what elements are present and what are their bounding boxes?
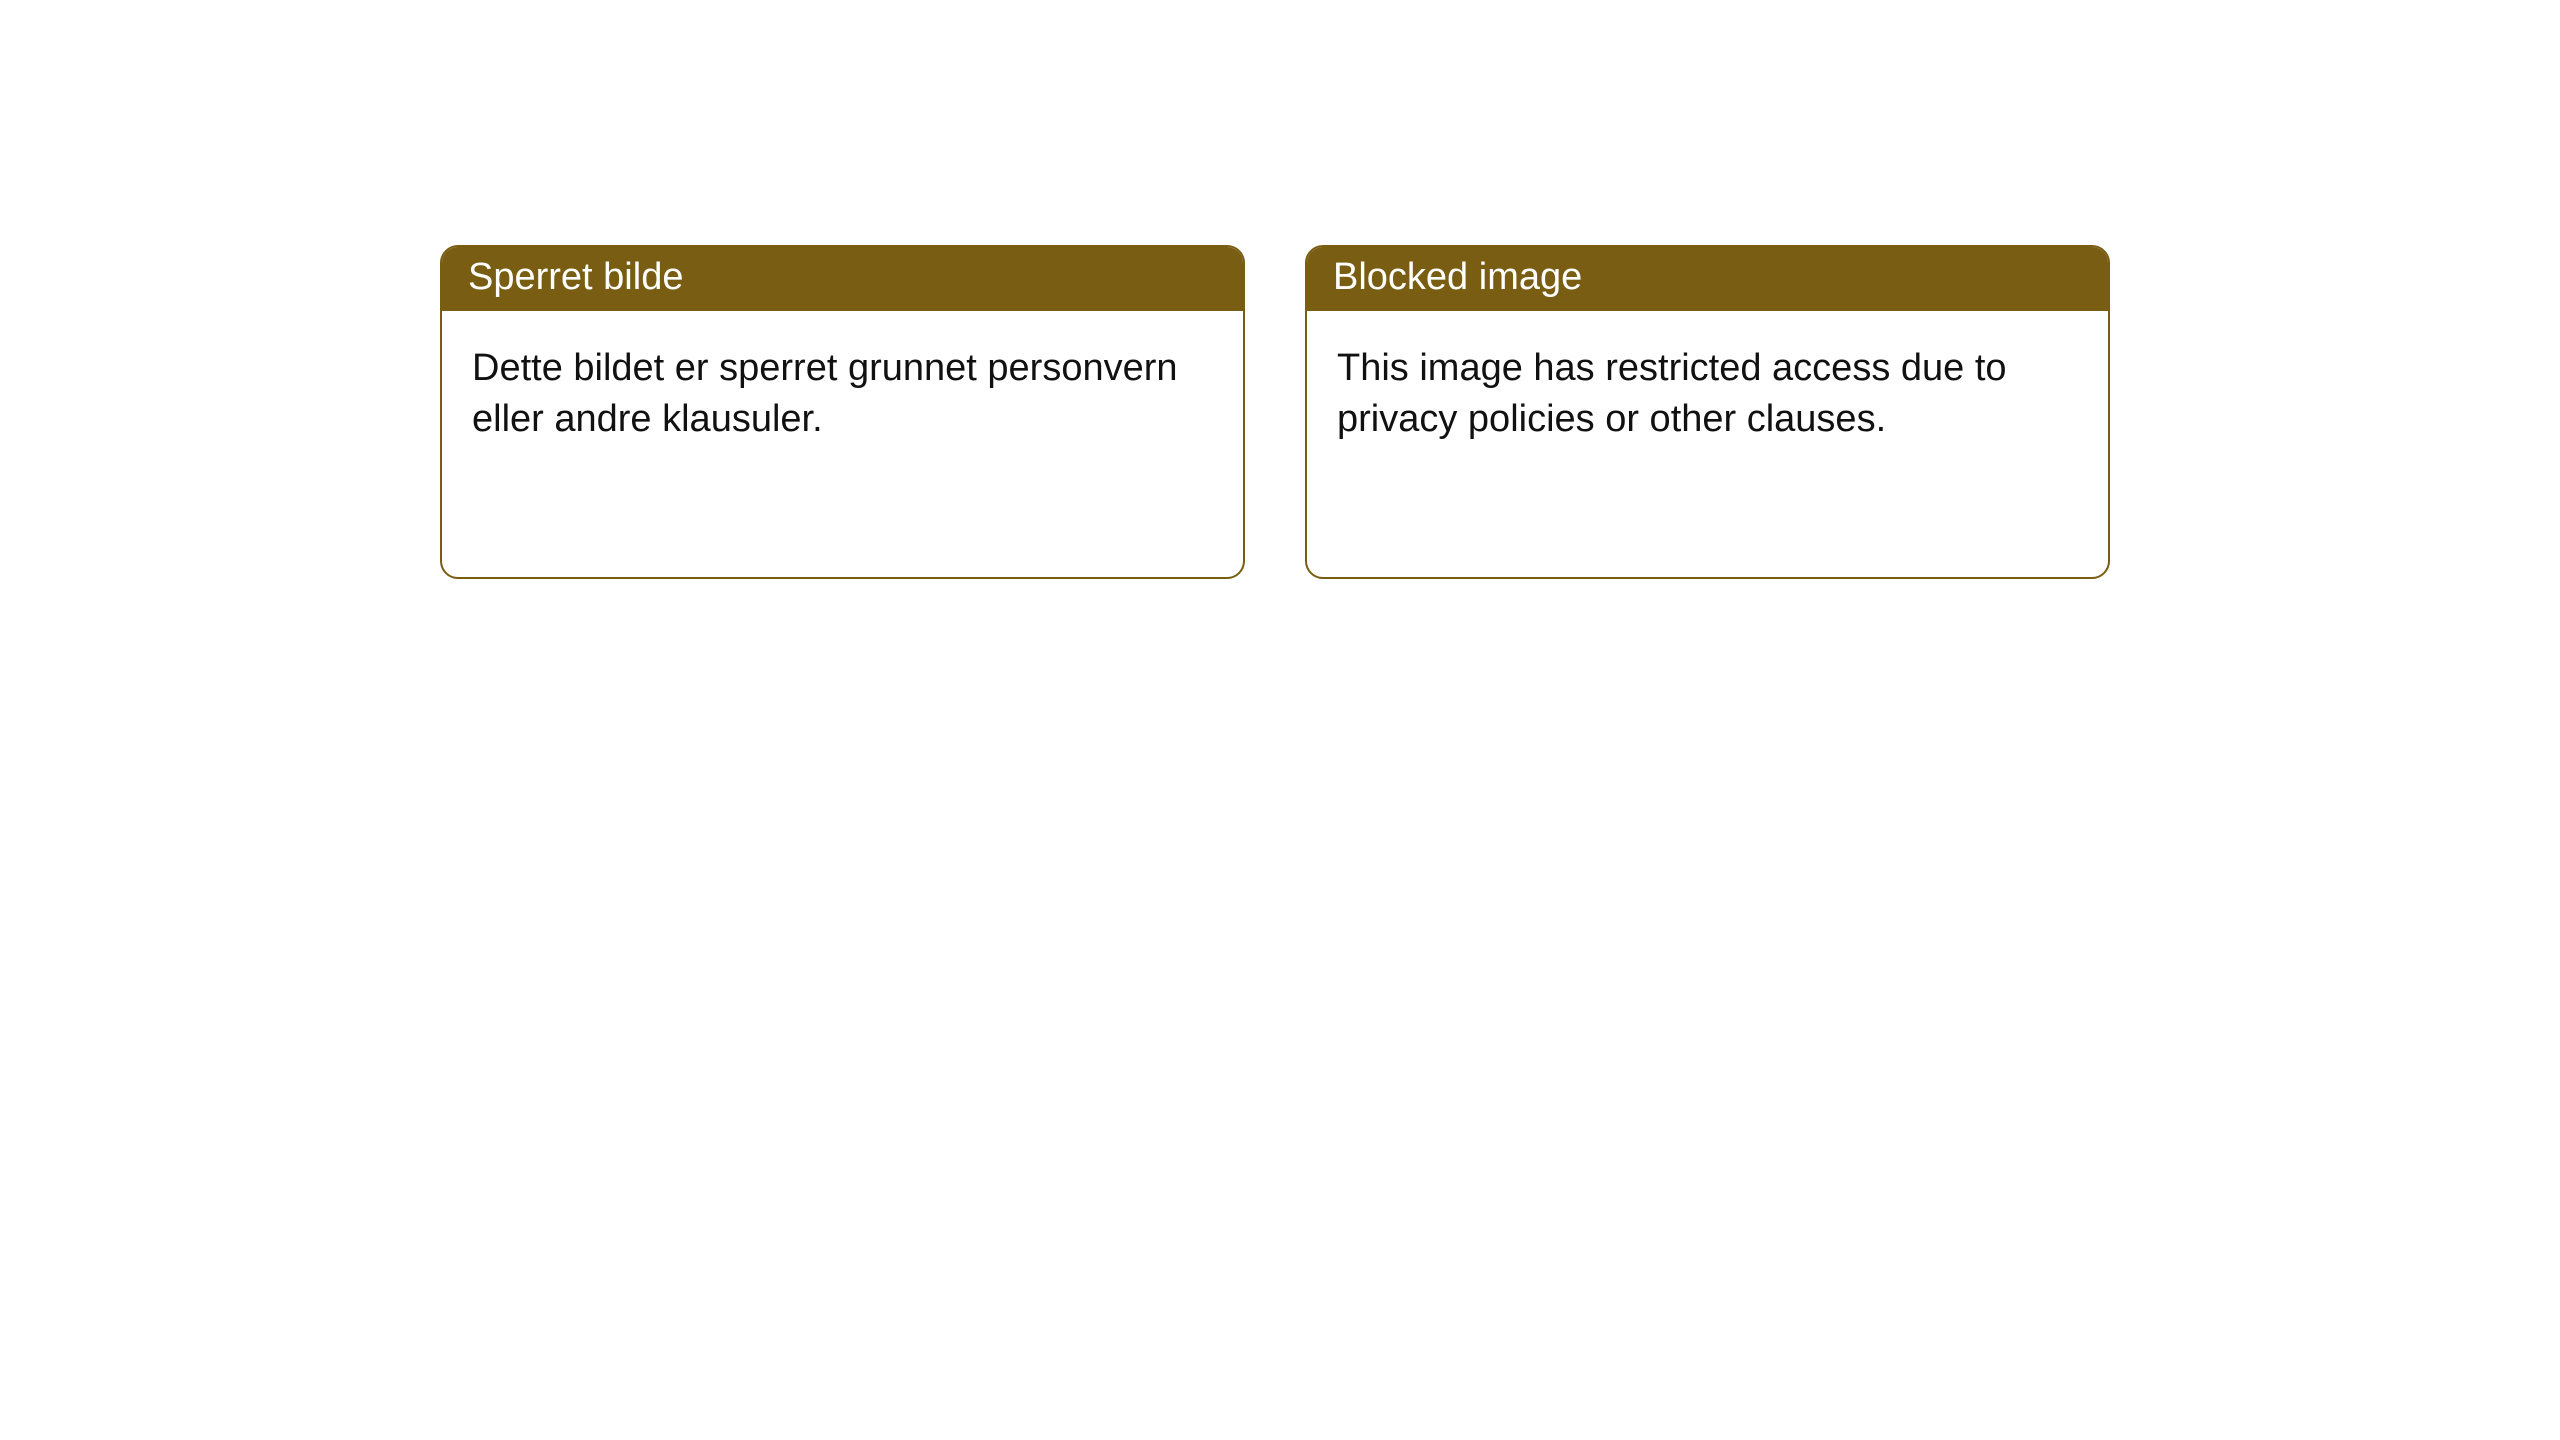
- card-title: Blocked image: [1333, 256, 1582, 298]
- card-header: Sperret bilde: [442, 247, 1243, 311]
- card-body: Dette bildet er sperret grunnet personve…: [442, 311, 1243, 466]
- card-title: Sperret bilde: [468, 256, 683, 298]
- card-header: Blocked image: [1307, 247, 2108, 311]
- card-body: This image has restricted access due to …: [1307, 311, 2108, 466]
- card-body-text: Dette bildet er sperret grunnet personve…: [472, 347, 1178, 440]
- blocked-image-card-en: Blocked image This image has restricted …: [1305, 245, 2110, 579]
- card-row: Sperret bilde Dette bildet er sperret gr…: [0, 0, 2560, 579]
- card-body-text: This image has restricted access due to …: [1337, 347, 2007, 440]
- blocked-image-card-no: Sperret bilde Dette bildet er sperret gr…: [440, 245, 1245, 579]
